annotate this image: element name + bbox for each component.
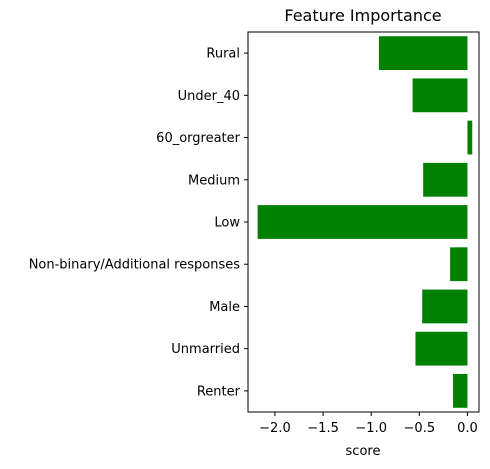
- bar-under-40: [412, 78, 468, 113]
- x-axis-label: score: [346, 444, 381, 459]
- bar-male: [422, 289, 468, 324]
- x-tick-label: −1.0: [355, 421, 387, 436]
- x-tick-label: 0.0: [457, 421, 478, 436]
- y-tick-label: Male: [209, 300, 240, 315]
- y-tick-label: Under_40: [178, 89, 240, 104]
- chart-title: Feature Importance: [284, 6, 441, 25]
- y-tick-label: Renter: [197, 384, 241, 399]
- bar-60-orgreater: [467, 120, 473, 155]
- bars-group: [257, 36, 473, 408]
- bar-medium: [423, 162, 468, 197]
- x-axis-ticks: −2.0 −1.5 −1.0 −0.5 0.0: [259, 412, 478, 436]
- y-tick-label: Unmarried: [171, 342, 240, 357]
- bar-unmarried: [415, 331, 468, 366]
- y-tick-label: Non-binary/Additional responses: [29, 258, 241, 273]
- y-tick-label: 60_orgreater: [156, 131, 240, 146]
- x-tick-label: −2.0: [259, 421, 291, 436]
- y-axis-ticks: Rural Under_40 60_orgreater Medium Low Non-bi…: [29, 47, 248, 399]
- bar-non-binary-additional-responses: [450, 247, 468, 282]
- y-tick-label: Low: [214, 216, 240, 231]
- bar-renter: [453, 374, 468, 408]
- x-tick-label: −0.5: [404, 421, 436, 436]
- y-tick-label: Rural: [206, 47, 240, 62]
- bar-low: [257, 205, 468, 239]
- x-tick-label: −1.5: [307, 421, 339, 436]
- bar-rural: [378, 36, 468, 70]
- y-tick-label: Medium: [188, 173, 240, 188]
